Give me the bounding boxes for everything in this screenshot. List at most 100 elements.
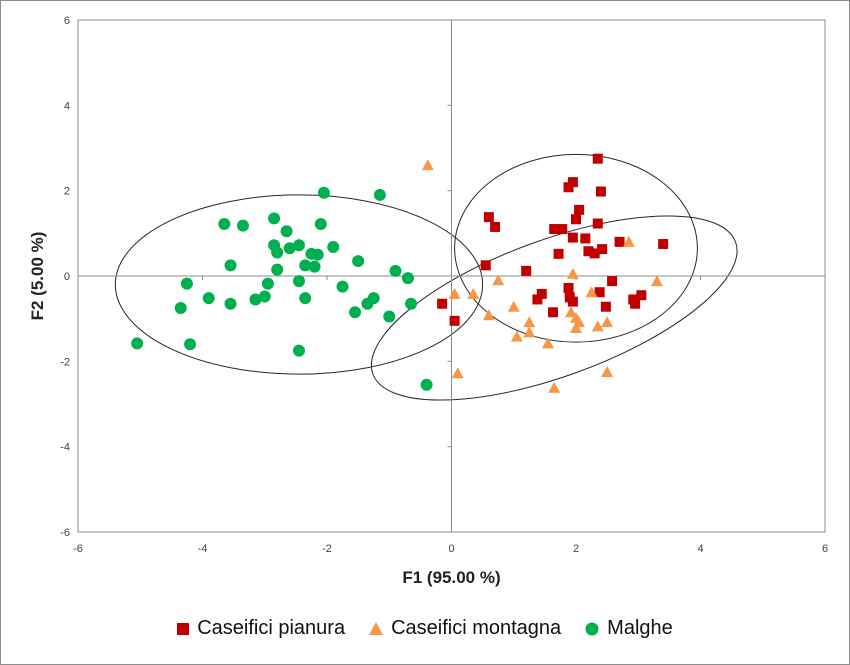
data-point-triangle (565, 306, 578, 318)
data-point-square (563, 282, 574, 293)
data-point-circle (389, 264, 402, 277)
y-tick-label: -2 (60, 356, 70, 368)
x-tick-label: -4 (198, 543, 208, 555)
x-tick-label: 6 (822, 543, 828, 555)
square-marker-icon (177, 622, 190, 635)
data-point-square (547, 307, 558, 318)
legend-item-caseifici-montagna: Caseifici montagna (369, 617, 561, 640)
legend-label: Caseifici montagna (391, 617, 562, 639)
data-point-circle (224, 259, 237, 272)
data-point-square (592, 218, 603, 229)
data-point-circle (261, 277, 274, 290)
data-point-circle (271, 246, 284, 259)
y-tick-label: 0 (64, 271, 70, 283)
data-point-circle (361, 297, 374, 310)
axes (77, 19, 826, 533)
data-point-square (630, 298, 641, 309)
data-point-square (571, 214, 581, 225)
confidence-ellipse (114, 194, 484, 375)
data-point-circle (224, 297, 237, 310)
data-point-square (557, 224, 568, 235)
data-point-circle (317, 186, 330, 199)
data-point-square (607, 276, 618, 287)
x-tick-label: 2 (573, 543, 579, 555)
tick-labels: -6 -4 -2 0 2 4 6 6 4 2 0 -2 -4 -6 (60, 15, 828, 555)
data-point-triangle (622, 235, 635, 247)
y-tick-label: 4 (64, 100, 70, 112)
data-point-square (567, 296, 578, 307)
x-axis-title: F1 (95.00 %) (402, 568, 500, 587)
data-point-triangle (548, 381, 561, 393)
data-point-circle (131, 337, 144, 350)
data-point-triangle (492, 274, 505, 286)
data-point-triangle (585, 286, 598, 298)
x-tick-label: 0 (448, 543, 454, 555)
data-point-square (595, 186, 606, 197)
data-point-square (490, 221, 501, 232)
data-point-square (567, 177, 578, 188)
data-point-square (521, 265, 532, 276)
data-point-circle (258, 290, 271, 303)
data-point-circle (327, 240, 340, 253)
data-point-triangle (523, 316, 536, 328)
data-point-circle (180, 277, 193, 290)
data-point-circle (249, 293, 262, 306)
data-point-square (567, 232, 578, 243)
data-point-square (589, 248, 600, 259)
data-point-triangle (650, 275, 663, 287)
data-point-triangle (421, 159, 434, 171)
data-point-triangle (601, 366, 614, 377)
data-point-circle (283, 242, 296, 255)
data-point-triangle (467, 287, 480, 299)
data-point-circle (308, 260, 321, 273)
legend-label: Caseifici pianura (197, 617, 346, 639)
data-point-circle (299, 259, 312, 272)
data-point-square (597, 244, 608, 255)
x-tick-label: -6 (73, 543, 83, 555)
data-point-circle (420, 378, 433, 391)
data-point-circle (236, 219, 249, 232)
data-point-circle (311, 248, 324, 261)
data-point-circle (349, 306, 362, 319)
data-point-triangle (541, 337, 554, 349)
data-point-circle (292, 344, 305, 357)
data-point-square (614, 236, 625, 247)
legend-label: Malghe (607, 617, 673, 639)
legend-item-caseifici-pianura: Caseifici pianura (177, 617, 345, 640)
data-point-square (592, 153, 603, 164)
data-point-triangle (510, 330, 523, 342)
series-caseifici-montagna (421, 159, 663, 393)
data-point-triangle (570, 322, 582, 334)
data-point-triangle (523, 326, 536, 338)
triangle-marker-icon (369, 622, 384, 635)
data-point-square (594, 287, 605, 298)
x-tick-label: -2 (322, 543, 332, 555)
y-tick-label: 2 (64, 186, 70, 198)
data-point-circle (174, 302, 187, 314)
y-tick-label: -4 (60, 442, 70, 454)
data-point-triangle (566, 267, 579, 279)
data-point-triangle (601, 316, 614, 328)
confidence-ellipse (370, 215, 738, 401)
y-tick-label: -6 (60, 527, 70, 539)
data-point-triangle (507, 300, 520, 312)
data-point-square (449, 315, 460, 326)
data-point-square (574, 204, 585, 215)
data-point-circle (202, 292, 215, 305)
y-axis-title: F2 (5.00 %) (28, 232, 47, 321)
confidence-ellipses (114, 153, 738, 401)
y-tick-label: 6 (64, 15, 70, 27)
data-point-circle (292, 239, 305, 252)
data-point-circle (383, 310, 396, 323)
data-point-square (549, 224, 560, 235)
data-point-circle (268, 212, 281, 225)
data-point-circle (292, 275, 305, 288)
data-points (131, 153, 669, 393)
data-point-square (553, 248, 564, 259)
data-point-square (658, 239, 669, 249)
data-point-triangle (451, 367, 464, 379)
data-point-square (636, 290, 647, 301)
data-point-triangle (482, 309, 495, 321)
data-point-circle (218, 217, 231, 230)
data-point-circle (314, 217, 327, 230)
